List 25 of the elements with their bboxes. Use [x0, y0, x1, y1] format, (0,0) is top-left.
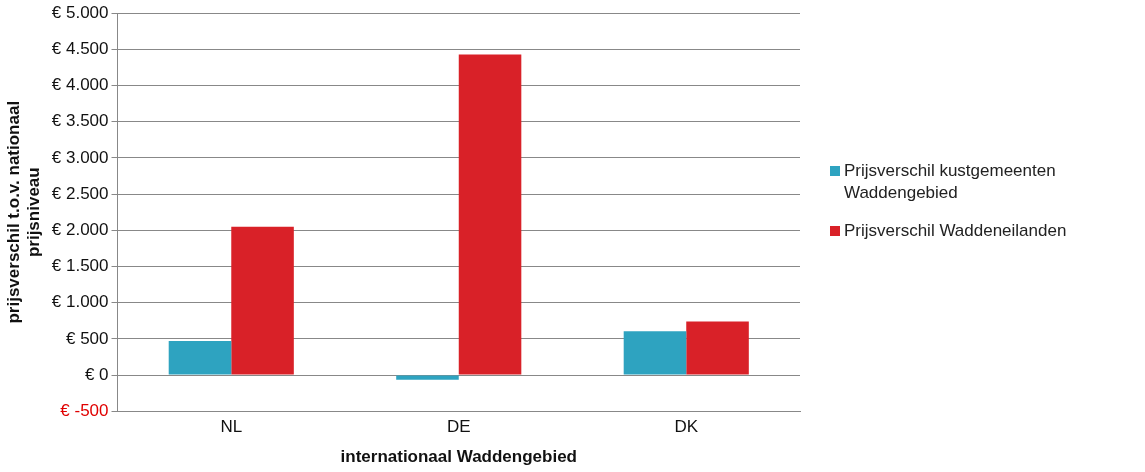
y-tick-label: € 4.500 — [51, 39, 109, 59]
y-tick-label: € 5.000 — [51, 2, 109, 22]
y-tick-label: € 4.000 — [51, 75, 109, 95]
bar — [458, 54, 522, 375]
y-tick-label: € 500 — [65, 328, 109, 348]
y-tick-label: € 3.000 — [51, 147, 109, 167]
x-tick-label: NL — [220, 417, 243, 437]
x-axis-title: internationaal Waddengebied — [340, 447, 577, 467]
y-tick-label: € 1.500 — [51, 256, 109, 276]
x-tick-label: DK — [674, 417, 699, 437]
bar — [686, 321, 749, 375]
x-tick-label: DE — [446, 417, 471, 437]
y-tick-label: € -500 — [60, 400, 109, 420]
bar — [231, 226, 294, 375]
y-tick-label: € 2.000 — [51, 219, 109, 239]
y-tick-label: € 3.500 — [51, 111, 109, 131]
legend-label: Prijsverschil kustgemeenten Waddengebied — [844, 160, 1057, 204]
bar — [396, 375, 459, 380]
y-tick-label: € 2.500 — [51, 183, 109, 203]
bar — [623, 331, 687, 375]
legend-label: Prijsverschil Waddeneilanden — [844, 220, 1067, 242]
y-tick-label: € 0 — [84, 364, 109, 384]
y-tick-label: € 1.000 — [51, 292, 109, 312]
y-axis-title: prijsverschil t.o.v. nationaal prijsniveau — [3, 100, 44, 324]
bar — [168, 341, 232, 375]
